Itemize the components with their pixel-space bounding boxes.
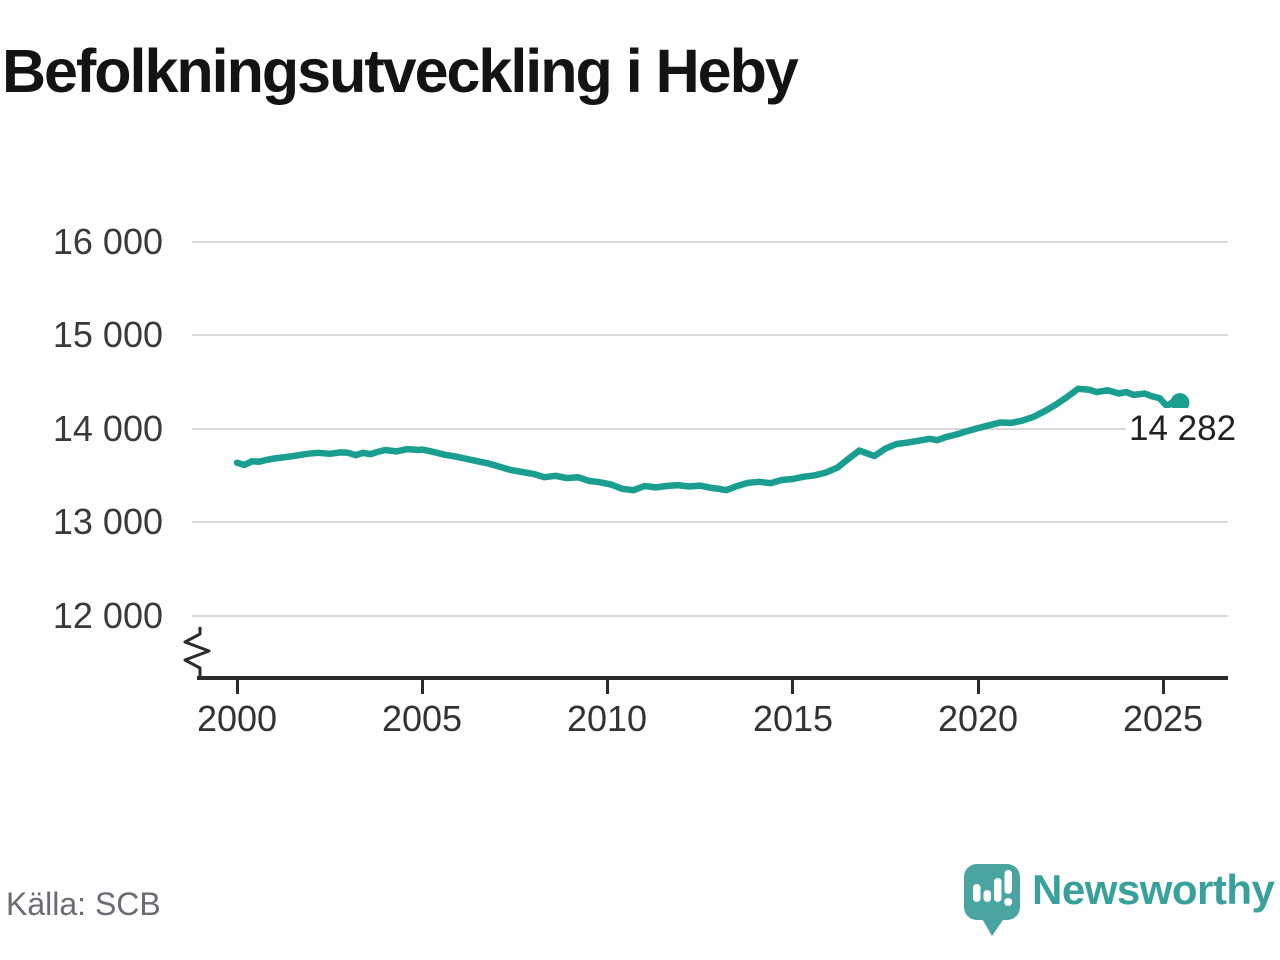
gridline-14000 <box>192 428 1228 430</box>
x-tick-label: 2015 <box>752 698 834 739</box>
gridline-16000 <box>192 241 1228 243</box>
x-tick-mark <box>421 680 424 694</box>
x-tick-mark <box>1162 680 1165 694</box>
x-tick-label: 2020 <box>937 698 1019 739</box>
brand-wordmark: Newsworthy <box>1032 866 1275 913</box>
y-tick-label: 15 000 <box>52 314 163 355</box>
y-tick-label: 13 000 <box>52 501 163 542</box>
population-line <box>233 385 1184 494</box>
x-tick-mark <box>236 680 239 694</box>
y-tick-label: 14 000 <box>52 408 163 449</box>
x-tick-mark <box>606 680 609 694</box>
x-tick-label: 2025 <box>1122 698 1204 739</box>
y-axis-break-icon <box>183 627 211 676</box>
y-tick-label: 12 000 <box>52 595 163 636</box>
x-axis-line <box>197 676 1228 680</box>
gridline-12000 <box>192 615 1228 617</box>
source-caption: Källa: SCB <box>6 886 161 922</box>
x-tick-label: 2005 <box>381 698 463 739</box>
x-tick-mark <box>977 680 980 694</box>
latest-value-dot <box>1170 393 1190 413</box>
newsworthy-logo-icon <box>964 864 1020 936</box>
x-tick-mark <box>791 680 794 694</box>
y-tick-label: 16 000 <box>52 221 163 262</box>
page-title: Befolkningsutveckling i Heby <box>2 37 799 105</box>
x-tick-label: 2000 <box>196 698 278 739</box>
x-tick-label: 2010 <box>566 698 648 739</box>
gridline-13000 <box>192 521 1228 523</box>
latest-value-label: 14 282 <box>1126 408 1240 450</box>
gridline-15000 <box>192 334 1228 336</box>
